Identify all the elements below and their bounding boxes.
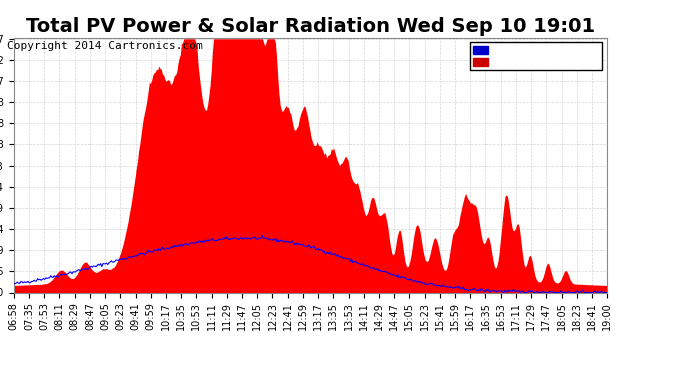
Text: Copyright 2014 Cartronics.com: Copyright 2014 Cartronics.com xyxy=(7,41,203,51)
Legend: Radiation  (w/m2), PV Panels  (DC Watts): Radiation (w/m2), PV Panels (DC Watts) xyxy=(471,42,602,70)
Title: Total PV Power & Solar Radiation Wed Sep 10 19:01: Total PV Power & Solar Radiation Wed Sep… xyxy=(26,17,595,36)
